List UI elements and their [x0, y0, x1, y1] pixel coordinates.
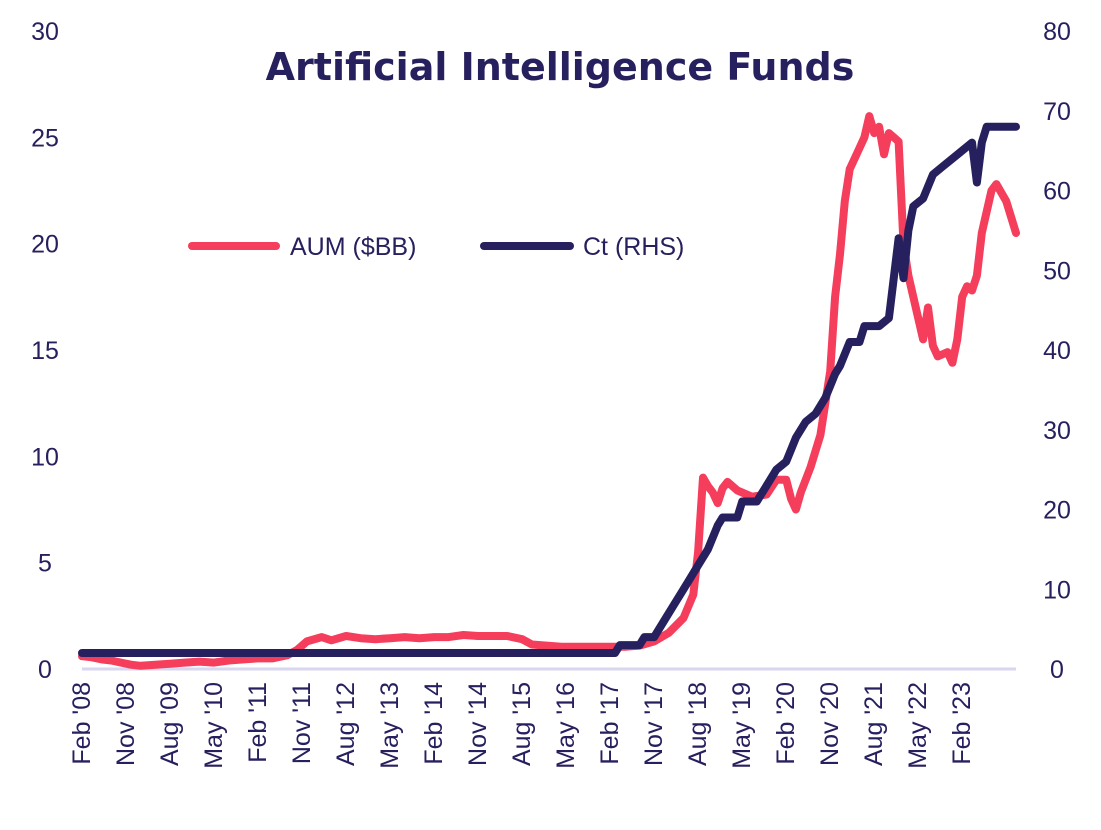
x-tick-label: Feb '08 [68, 682, 96, 765]
x-tick-label: Aug '21 [860, 682, 888, 766]
x-tick-label: Nov '11 [288, 682, 316, 764]
x-tick-label: Feb '23 [948, 682, 976, 765]
x-tick-label: Nov '14 [464, 682, 492, 766]
right-tick-label: 0 [1050, 656, 1064, 684]
x-tick-label: Feb '17 [596, 682, 624, 765]
x-tick-label: May '19 [728, 682, 756, 769]
x-tick-label: Aug '12 [332, 682, 360, 766]
series-line-ct [78, 122, 1020, 657]
left-tick-label: 25 [31, 124, 59, 152]
x-tick-label: Nov '08 [112, 682, 140, 766]
right-tick-label: 10 [1043, 576, 1071, 604]
left-tick-label: 10 [31, 443, 59, 471]
left-axis: 0 5 10 15 20 25 30 [31, 18, 59, 684]
x-tick-label: Feb '11 [244, 682, 272, 763]
x-tick-label: Feb '14 [420, 682, 448, 765]
x-tick-label: Aug '15 [508, 682, 536, 766]
right-tick-label: 20 [1043, 497, 1071, 525]
left-tick-label: 20 [31, 231, 59, 259]
chart-title: Artificial Intelligence Funds [266, 45, 855, 89]
x-axis: Feb '08 Nov '08 Aug '09 May '10 Feb '11 Nov '… [68, 682, 976, 769]
x-tick-label: May '22 [904, 682, 932, 769]
left-tick-label: 0 [38, 656, 52, 684]
right-tick-label: 40 [1043, 337, 1071, 365]
legend: AUM ($BB) Ct (RHS) [188, 233, 684, 261]
x-tick-label: May '16 [552, 682, 580, 769]
legend-label-aum: AUM ($BB) [290, 233, 416, 261]
x-tick-label: May '10 [200, 682, 228, 769]
x-tick-label: Aug '18 [684, 682, 712, 766]
x-tick-label: May '13 [376, 682, 404, 769]
right-tick-label: 30 [1043, 417, 1071, 445]
right-tick-label: 60 [1043, 178, 1071, 206]
x-tick-label: Nov '17 [640, 682, 668, 766]
x-tick-label: Aug '09 [156, 682, 184, 766]
legend-label-ct: Ct (RHS) [583, 233, 684, 261]
right-axis: 0 10 20 30 40 50 60 70 80 [1043, 18, 1071, 684]
right-tick-label: 50 [1043, 257, 1071, 285]
right-tick-label: 70 [1043, 98, 1071, 126]
right-tick-label: 80 [1043, 18, 1071, 46]
x-tick-label: Nov '20 [816, 682, 844, 766]
series-line-aum [78, 112, 1020, 670]
left-tick-label: 30 [31, 18, 59, 46]
left-tick-label: 5 [38, 550, 52, 578]
left-tick-label: 15 [31, 337, 59, 365]
x-tick-label: Feb '20 [772, 682, 800, 765]
